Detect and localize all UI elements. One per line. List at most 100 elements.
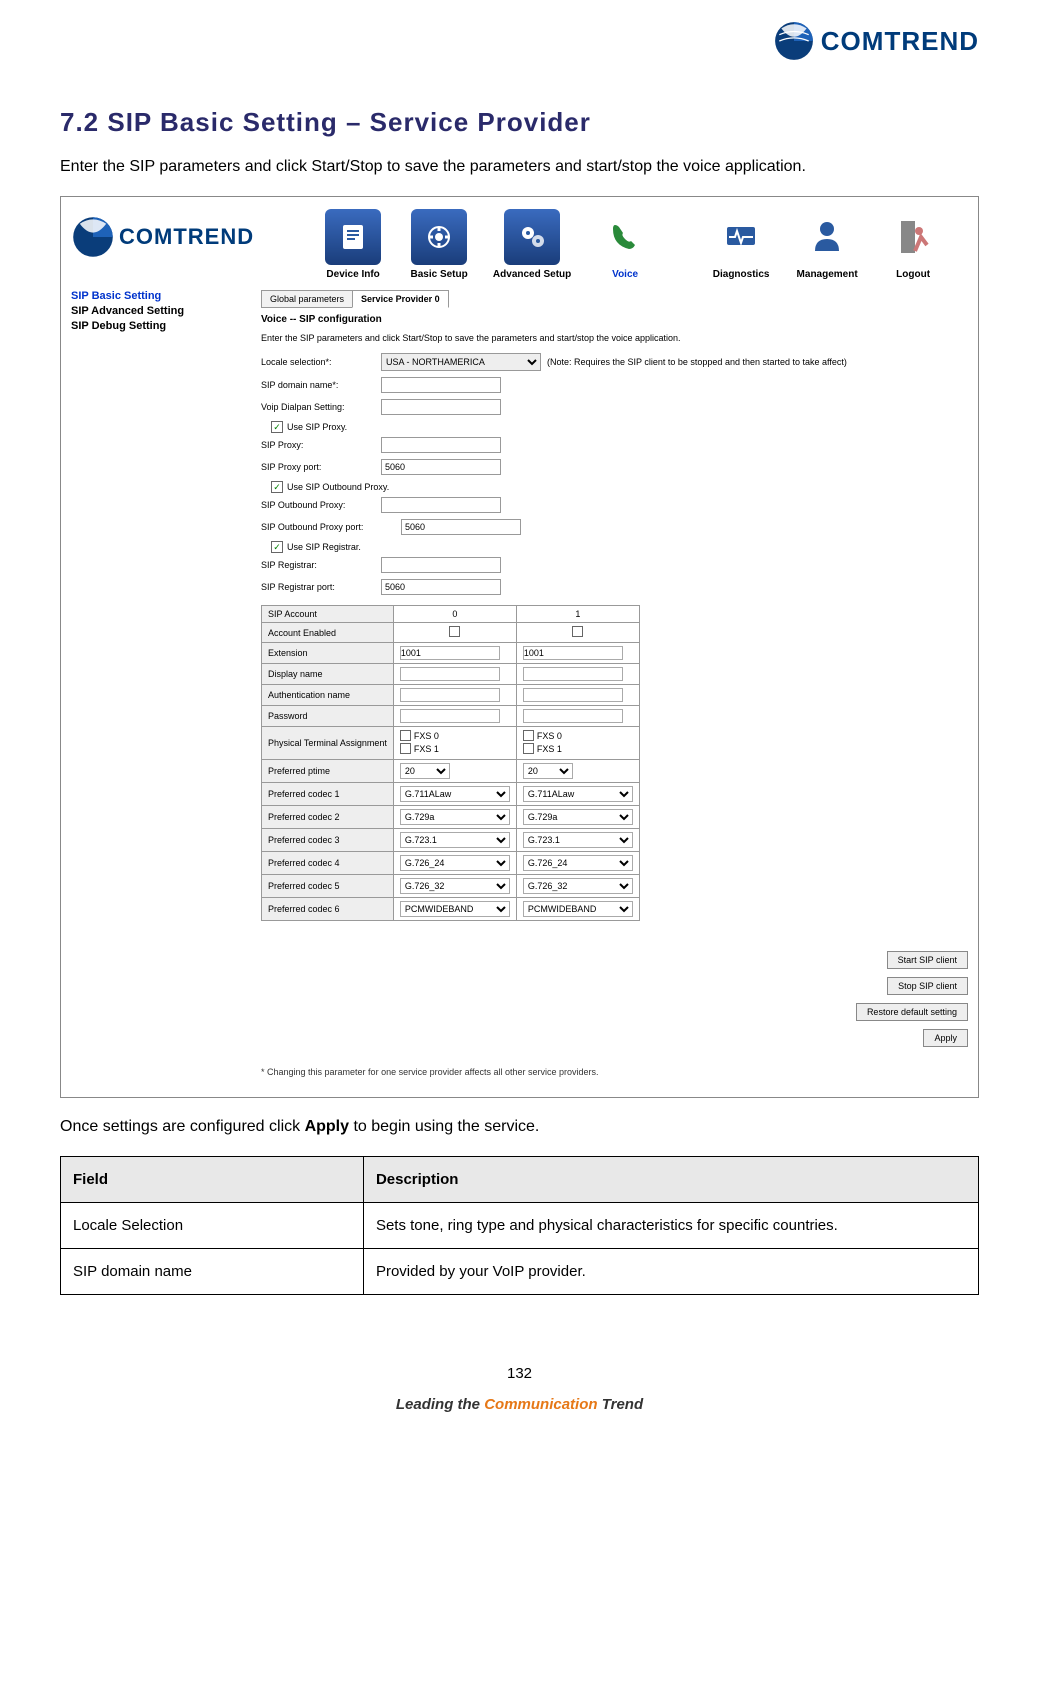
nav-label: Basic Setup xyxy=(410,269,467,280)
proxy-input[interactable] xyxy=(381,437,501,453)
sidebar-item-debug[interactable]: SIP Debug Setting xyxy=(71,320,241,332)
nav-label: Diagnostics xyxy=(713,269,770,280)
display-name-1[interactable] xyxy=(523,667,623,681)
fxs1-cb-0[interactable]: FXS 1 xyxy=(400,743,439,754)
description-table: Field Description Locale Selection Sets … xyxy=(60,1156,979,1295)
dialpan-label: Voip Dialpan Setting: xyxy=(261,402,381,412)
apply-button[interactable]: Apply xyxy=(923,1029,968,1047)
table-row: Preferred codec 2 G.729a G.729a xyxy=(262,806,640,829)
basic-setup-icon xyxy=(411,209,467,265)
use-outbound-label: Use SIP Outbound Proxy. xyxy=(287,482,389,492)
codec2-1[interactable]: G.729a xyxy=(523,809,633,825)
fxs0-cb-0[interactable]: FXS 0 xyxy=(400,730,439,741)
top-nav: Device Info Basic Setup Advanced Setup V… xyxy=(314,209,952,280)
table-row: Authentication name xyxy=(262,685,640,706)
codec1-1[interactable]: G.711ALaw xyxy=(523,786,633,802)
after-pre: Once settings are configured click xyxy=(60,1118,305,1135)
row-sip-domain: SIP domain name*: xyxy=(261,377,968,393)
extension-0[interactable] xyxy=(400,646,500,660)
row-label: Preferred codec 2 xyxy=(262,806,394,829)
table-header-row: Field Description xyxy=(61,1157,979,1203)
after-post: to begin using the service. xyxy=(349,1118,539,1135)
codec2-0[interactable]: G.729a xyxy=(400,809,510,825)
dialpan-input[interactable] xyxy=(381,399,501,415)
sidebar: SIP Basic Setting SIP Advanced Setting S… xyxy=(71,290,241,1077)
row-label: Display name xyxy=(262,664,394,685)
auth-name-0[interactable] xyxy=(400,688,500,702)
row-label: Password xyxy=(262,706,394,727)
codec6-0[interactable]: PCMWIDEBAND xyxy=(400,901,510,917)
sidebar-item-basic[interactable]: SIP Basic Setting xyxy=(71,290,241,302)
codec4-1[interactable]: G.726_24 xyxy=(523,855,633,871)
field-cell: SIP domain name xyxy=(61,1249,364,1295)
row-sip-proxy-port: SIP Proxy port: xyxy=(261,459,968,475)
nav-label: Voice xyxy=(612,269,638,280)
tabs: Global parameters Service Provider 0 xyxy=(261,290,968,308)
row-label: Extension xyxy=(262,643,394,664)
nav-management[interactable]: Management xyxy=(788,209,866,280)
brand-text: COMTREND xyxy=(821,26,979,57)
codec5-1[interactable]: G.726_32 xyxy=(523,878,633,894)
registrar-input[interactable] xyxy=(381,557,501,573)
row-dialpan: Voip Dialpan Setting: xyxy=(261,399,968,415)
outbound-port-input[interactable] xyxy=(401,519,521,535)
row-label: Preferred codec 1 xyxy=(262,783,394,806)
table-row: Preferred codec 1 G.711ALaw G.711ALaw xyxy=(262,783,640,806)
ptime-0[interactable]: 20 xyxy=(400,763,450,779)
extension-1[interactable] xyxy=(523,646,623,660)
display-name-0[interactable] xyxy=(400,667,500,681)
fxs1-cb-1[interactable]: FXS 1 xyxy=(523,743,562,754)
codec5-0[interactable]: G.726_32 xyxy=(400,878,510,894)
account-enabled-1[interactable] xyxy=(572,626,583,637)
password-0[interactable] xyxy=(400,709,500,723)
header-field: Field xyxy=(61,1157,364,1203)
nav-logout[interactable]: Logout xyxy=(874,209,952,280)
restore-default-button[interactable]: Restore default setting xyxy=(856,1003,968,1021)
codec3-0[interactable]: G.723.1 xyxy=(400,832,510,848)
intro-text: Enter the SIP parameters and click Start… xyxy=(60,156,979,178)
tab-global[interactable]: Global parameters xyxy=(261,290,353,308)
codec6-1[interactable]: PCMWIDEBAND xyxy=(523,901,633,917)
proxy-port-input[interactable] xyxy=(381,459,501,475)
codec4-0[interactable]: G.726_24 xyxy=(400,855,510,871)
sip-domain-input[interactable] xyxy=(381,377,501,393)
locale-select[interactable]: USA - NORTHAMERICA xyxy=(381,353,541,371)
fxs0-cb-1[interactable]: FXS 0 xyxy=(523,730,562,741)
footer-note: * Changing this parameter for one servic… xyxy=(261,1067,968,1077)
registrar-port-input[interactable] xyxy=(381,579,501,595)
nav-diagnostics[interactable]: Diagnostics xyxy=(702,209,780,280)
row-use-proxy[interactable]: ✓ Use SIP Proxy. xyxy=(271,421,968,433)
main-panel: Global parameters Service Provider 0 Voi… xyxy=(261,290,968,1077)
registrar-label: SIP Registrar: xyxy=(261,560,381,570)
table-row: Account Enabled xyxy=(262,623,640,643)
codec3-1[interactable]: G.723.1 xyxy=(523,832,633,848)
checkbox-icon: ✓ xyxy=(271,421,283,433)
row-registrar-port: SIP Registrar port: xyxy=(261,579,968,595)
row-use-outbound[interactable]: ✓Use SIP Outbound Proxy. xyxy=(271,481,968,493)
nav-device-info[interactable]: Device Info xyxy=(314,209,392,280)
start-sip-button[interactable]: Start SIP client xyxy=(887,951,968,969)
row-use-registrar[interactable]: ✓Use SIP Registrar. xyxy=(271,541,968,553)
after-text: Once settings are configured click Apply… xyxy=(60,1118,979,1136)
ptime-1[interactable]: 20 xyxy=(523,763,573,779)
use-proxy-label: Use SIP Proxy. xyxy=(287,422,347,432)
nav-basic-setup[interactable]: Basic Setup xyxy=(400,209,478,280)
auth-name-1[interactable] xyxy=(523,688,623,702)
account-enabled-0[interactable] xyxy=(449,626,460,637)
router-ui-screenshot: COMTREND Device Info Basic Setup Advance… xyxy=(60,196,979,1098)
nav-advanced-setup[interactable]: Advanced Setup xyxy=(486,209,578,280)
tab-provider-0[interactable]: Service Provider 0 xyxy=(352,290,449,308)
desc-cell: Sets tone, ring type and physical charac… xyxy=(363,1203,978,1249)
sidebar-item-advanced[interactable]: SIP Advanced Setting xyxy=(71,305,241,317)
stop-sip-button[interactable]: Stop SIP client xyxy=(887,977,968,995)
table-row: Display name xyxy=(262,664,640,685)
password-1[interactable] xyxy=(523,709,623,723)
outbound-input[interactable] xyxy=(381,497,501,513)
advanced-setup-icon xyxy=(504,209,560,265)
col-header: 0 xyxy=(393,606,516,623)
row-sip-proxy: SIP Proxy: xyxy=(261,437,968,453)
table-row: Physical Terminal Assignment FXS 0 FXS 1… xyxy=(262,727,640,760)
nav-voice[interactable]: Voice xyxy=(586,209,664,280)
codec1-0[interactable]: G.711ALaw xyxy=(400,786,510,802)
tagline-c: Trend xyxy=(598,1396,644,1413)
